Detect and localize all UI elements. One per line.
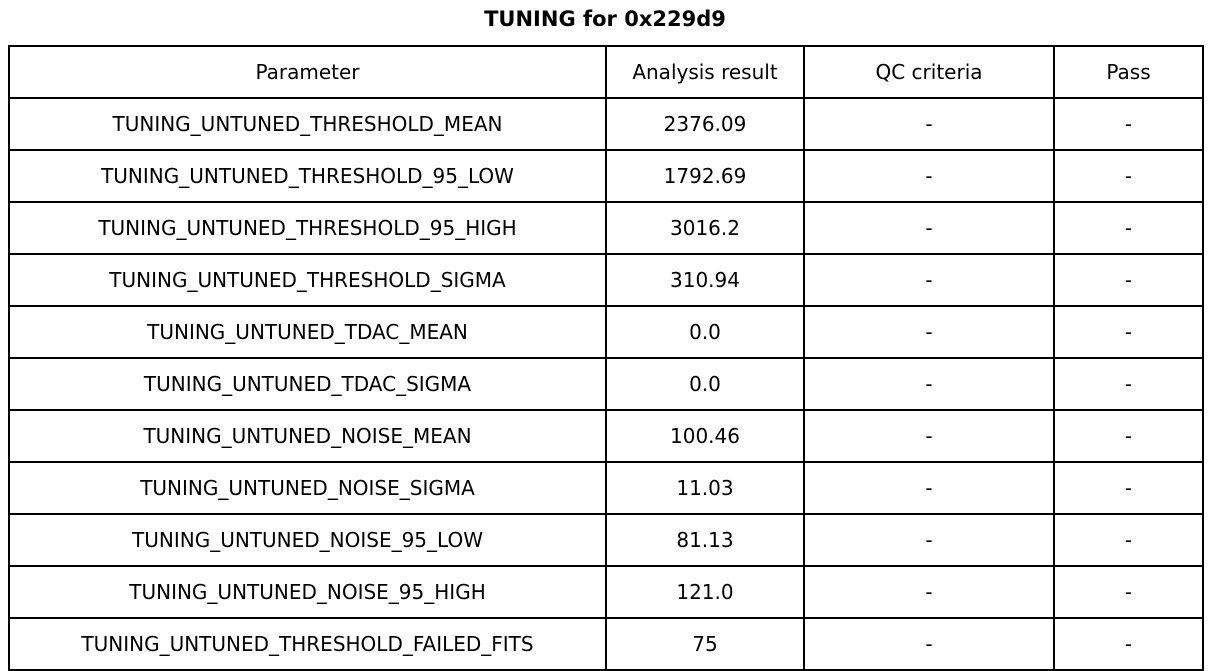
- cell-analysis-result: 11.03: [605, 461, 805, 515]
- cell-qc-criteria: -: [803, 97, 1055, 151]
- cell-pass: -: [1053, 357, 1204, 411]
- column-header-parameter: Parameter: [8, 45, 607, 99]
- cell-analysis-result: 310.94: [605, 253, 805, 307]
- cell-pass: -: [1053, 461, 1204, 515]
- cell-qc-criteria: -: [803, 149, 1055, 203]
- cell-pass: -: [1053, 201, 1204, 255]
- qc-results-table: Parameter Analysis result QC criteria Pa…: [8, 45, 1204, 671]
- cell-pass: -: [1053, 97, 1204, 151]
- cell-qc-criteria: -: [803, 305, 1055, 359]
- cell-analysis-result: 75: [605, 617, 805, 671]
- table-row: TUNING_UNTUNED_NOISE_95_LOW 81.13 - -: [8, 513, 1204, 567]
- figure-title: TUNING for 0x229d9: [484, 7, 726, 31]
- cell-parameter: TUNING_UNTUNED_TDAC_SIGMA: [8, 357, 607, 411]
- cell-parameter: TUNING_UNTUNED_THRESHOLD_MEAN: [8, 97, 607, 151]
- column-header-qc-criteria: QC criteria: [803, 45, 1055, 99]
- cell-parameter: TUNING_UNTUNED_NOISE_95_LOW: [8, 513, 607, 567]
- cell-pass: -: [1053, 305, 1204, 359]
- cell-qc-criteria: -: [803, 461, 1055, 515]
- table-row: TUNING_UNTUNED_NOISE_95_HIGH 121.0 - -: [8, 565, 1204, 619]
- table-row: TUNING_UNTUNED_THRESHOLD_MEAN 2376.09 - …: [8, 97, 1204, 151]
- cell-analysis-result: 121.0: [605, 565, 805, 619]
- cell-parameter: TUNING_UNTUNED_THRESHOLD_FAILED_FITS: [8, 617, 607, 671]
- table-row: TUNING_UNTUNED_THRESHOLD_95_HIGH 3016.2 …: [8, 201, 1204, 255]
- cell-pass: -: [1053, 513, 1204, 567]
- cell-qc-criteria: -: [803, 201, 1055, 255]
- cell-qc-criteria: -: [803, 253, 1055, 307]
- cell-qc-criteria: -: [803, 617, 1055, 671]
- cell-analysis-result: 100.46: [605, 409, 805, 463]
- cell-parameter: TUNING_UNTUNED_THRESHOLD_95_LOW: [8, 149, 607, 203]
- table-row: TUNING_UNTUNED_THRESHOLD_FAILED_FITS 75 …: [8, 617, 1204, 671]
- table-body: TUNING_UNTUNED_THRESHOLD_MEAN 2376.09 - …: [8, 97, 1204, 671]
- cell-analysis-result: 0.0: [605, 357, 805, 411]
- cell-pass: -: [1053, 565, 1204, 619]
- cell-parameter: TUNING_UNTUNED_NOISE_MEAN: [8, 409, 607, 463]
- table-header: Parameter Analysis result QC criteria Pa…: [8, 45, 1204, 99]
- table-row: TUNING_UNTUNED_THRESHOLD_SIGMA 310.94 - …: [8, 253, 1204, 307]
- cell-pass: -: [1053, 253, 1204, 307]
- cell-qc-criteria: -: [803, 357, 1055, 411]
- column-header-analysis-result: Analysis result: [605, 45, 805, 99]
- cell-parameter: TUNING_UNTUNED_NOISE_95_HIGH: [8, 565, 607, 619]
- cell-analysis-result: 3016.2: [605, 201, 805, 255]
- column-header-pass: Pass: [1053, 45, 1204, 99]
- cell-parameter: TUNING_UNTUNED_TDAC_MEAN: [8, 305, 607, 359]
- cell-pass: -: [1053, 149, 1204, 203]
- cell-analysis-result: 81.13: [605, 513, 805, 567]
- cell-analysis-result: 2376.09: [605, 97, 805, 151]
- cell-qc-criteria: -: [803, 409, 1055, 463]
- cell-analysis-result: 1792.69: [605, 149, 805, 203]
- table-row: TUNING_UNTUNED_TDAC_SIGMA 0.0 - -: [8, 357, 1204, 411]
- table-row: TUNING_UNTUNED_TDAC_MEAN 0.0 - -: [8, 305, 1204, 359]
- cell-qc-criteria: -: [803, 565, 1055, 619]
- cell-parameter: TUNING_UNTUNED_THRESHOLD_95_HIGH: [8, 201, 607, 255]
- cell-pass: -: [1053, 617, 1204, 671]
- table-row: TUNING_UNTUNED_THRESHOLD_95_LOW 1792.69 …: [8, 149, 1204, 203]
- header-row: Parameter Analysis result QC criteria Pa…: [8, 45, 1204, 99]
- table-row: TUNING_UNTUNED_NOISE_MEAN 100.46 - -: [8, 409, 1204, 463]
- table-row: TUNING_UNTUNED_NOISE_SIGMA 11.03 - -: [8, 461, 1204, 515]
- cell-qc-criteria: -: [803, 513, 1055, 567]
- cell-analysis-result: 0.0: [605, 305, 805, 359]
- cell-parameter: TUNING_UNTUNED_THRESHOLD_SIGMA: [8, 253, 607, 307]
- cell-pass: -: [1053, 409, 1204, 463]
- cell-parameter: TUNING_UNTUNED_NOISE_SIGMA: [8, 461, 607, 515]
